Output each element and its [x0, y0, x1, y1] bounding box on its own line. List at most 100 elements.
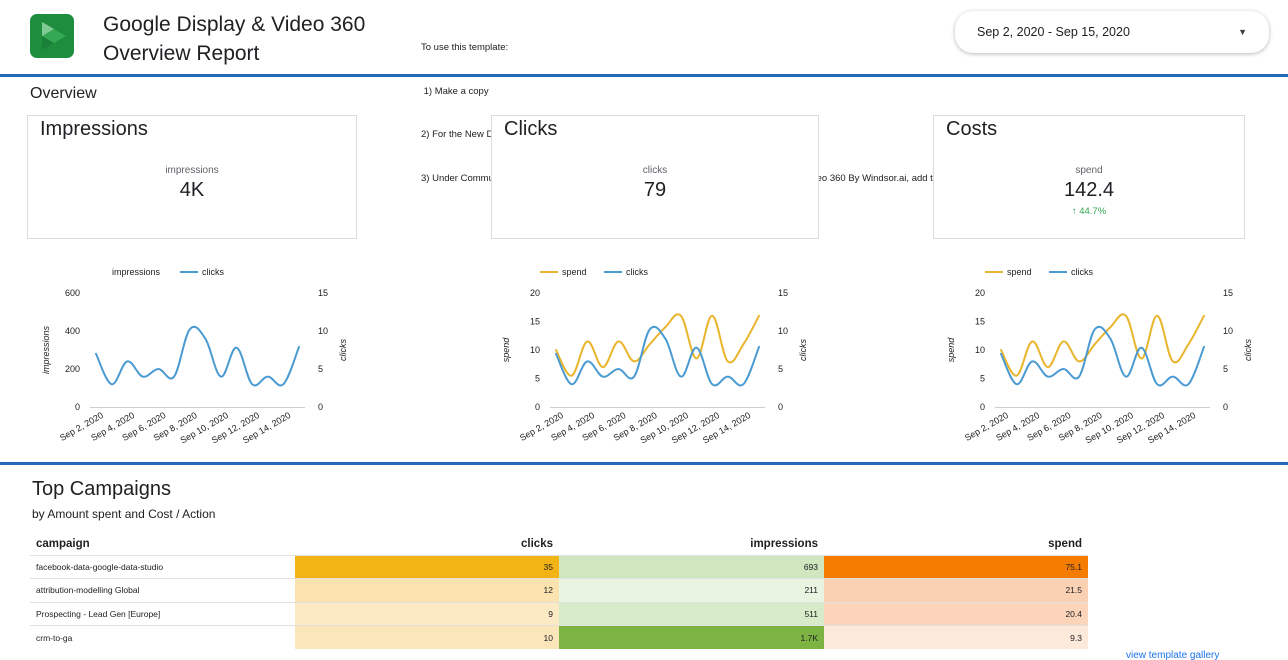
scorecard-metric-value: 142.4	[1063, 179, 1115, 201]
series-line-clicks	[1000, 325, 1205, 387]
left-axis-title: spend	[946, 337, 956, 363]
series-line-clicks	[555, 325, 760, 387]
left-axis-tick-label: 5	[535, 374, 540, 384]
table-row[interactable]: facebook-data-google-data-studio 35 693 75.…	[30, 554, 1088, 579]
table-row[interactable]: Prospecting - Lead Gen [Europe] 9 511 20.4	[30, 601, 1088, 626]
clicks-cell: 10	[295, 625, 559, 649]
campaigns-table: campaign clicks impressions spend facebo…	[30, 534, 1088, 649]
clicks-cell: 9	[295, 601, 559, 626]
left-axis-tick-label: 200	[65, 364, 80, 374]
report-title: Google Display & Video 360 Overview Repo…	[103, 10, 365, 68]
campaign-name-cell: attribution-modelling Global	[30, 578, 295, 602]
legend-label-spend: spend	[1007, 267, 1032, 277]
left-axis-tick-label: 20	[975, 288, 985, 298]
scorecard-title: Clicks	[504, 118, 558, 140]
scorecard-title: Costs	[946, 118, 998, 140]
instruction-line: 1) Make a copy	[421, 85, 489, 97]
caret-down-icon: ▼	[1238, 27, 1247, 37]
left-axis-tick-label: 15	[975, 317, 985, 327]
table-header-row: campaign clicks impressions spend	[30, 534, 1088, 555]
column-header-clicks[interactable]: clicks	[521, 538, 553, 551]
right-axis-tick-label: 10	[778, 326, 788, 336]
chart-spend-clicks-costs[interactable]: spend clicks 0 5 10 15 20 0 5 10 15 spend clicks Sep …	[935, 262, 1265, 457]
scorecard-metric-label: impressions	[165, 165, 219, 176]
scorecard-impressions[interactable]: Impressions impressions 4K	[27, 115, 357, 239]
left-axis-tick-label: 5	[980, 374, 985, 384]
section-divider	[0, 74, 1288, 77]
clicks-cell: 12	[295, 578, 559, 602]
legend-label-spend: spend	[562, 267, 587, 277]
left-axis-tick-label: 20	[530, 288, 540, 298]
column-header-campaign[interactable]: campaign	[36, 538, 90, 551]
right-axis-tick-label: 5	[778, 364, 783, 374]
section-divider	[0, 462, 1288, 465]
right-axis-tick-label: 15	[1223, 288, 1233, 298]
series-line-clicks	[95, 325, 300, 387]
campaign-name-cell: facebook-data-google-data-studio	[30, 554, 295, 579]
impressions-cell: 511	[559, 601, 824, 626]
left-axis-tick-label: 400	[65, 326, 80, 336]
scorecard-title: Impressions	[40, 118, 148, 140]
impressions-cell: 693	[559, 554, 824, 579]
date-range-picker[interactable]: Sep 2, 2020 - Sep 15, 2020 ▼	[955, 11, 1269, 53]
scorecard-costs[interactable]: Costs spend 142.4 ↑ 44.7%	[933, 115, 1245, 239]
date-range-value: Sep 2, 2020 - Sep 15, 2020	[977, 25, 1130, 39]
scorecard-metric-label: clicks	[642, 165, 668, 176]
column-header-impressions[interactable]: impressions	[750, 538, 818, 551]
clicks-cell: 35	[295, 554, 559, 579]
left-axis-title: spend	[501, 337, 511, 363]
campaign-name-cell: crm-to-ga	[30, 625, 295, 649]
right-axis-tick-label: 10	[318, 326, 328, 336]
scorecard-metric-label: spend	[1075, 165, 1103, 176]
impressions-cell: 211	[559, 578, 824, 602]
table-row[interactable]: attribution-modelling Global 12 211 21.5	[30, 578, 1088, 602]
impressions-cell: 1.7K	[559, 625, 824, 649]
scorecard-delta-badge: ↑ 44.7%	[1071, 206, 1107, 217]
right-axis-title: clicks	[338, 339, 348, 361]
right-axis-tick-label: 15	[318, 288, 328, 298]
spend-cell: 20.4	[824, 601, 1088, 626]
legend-label-clicks: clicks	[202, 267, 224, 277]
spend-cell: 21.5	[824, 578, 1088, 602]
left-axis-tick-label: 15	[530, 317, 540, 327]
scorecard-clicks[interactable]: Clicks clicks 79	[491, 115, 819, 239]
scorecard-metric-value: 4K	[179, 179, 205, 201]
legend-label-impressions: impressions	[112, 267, 161, 277]
right-axis-tick-label: 10	[1223, 326, 1233, 336]
left-axis-title: impressions	[41, 325, 51, 374]
campaign-name-cell: Prospecting - Lead Gen [Europe]	[30, 601, 295, 626]
overview-title: Overview	[30, 85, 97, 102]
series-line-spend	[555, 313, 760, 377]
right-axis-title: clicks	[1243, 339, 1253, 361]
spend-cell: 75.1	[824, 554, 1088, 579]
left-axis-tick-label: 10	[530, 345, 540, 355]
right-axis-tick-label: 0	[778, 402, 783, 412]
instruction-line: To use this template:	[421, 42, 509, 53]
legend-label-clicks: clicks	[1071, 267, 1093, 277]
right-axis-tick-label: 0	[1223, 402, 1228, 412]
table-row[interactable]: crm-to-ga 10 1.7K 9.3	[30, 625, 1088, 649]
chart-impressions-clicks[interactable]: impressions clicks 0 200 400 600 0 5 10 15 impress…	[30, 262, 360, 457]
spend-cell: 9.3	[824, 625, 1088, 649]
left-axis-tick-label: 0	[980, 402, 985, 412]
chart-spend-clicks[interactable]: spend clicks 0 5 10 15 20 0 5 10 15 spend clicks Sep …	[490, 262, 820, 457]
right-axis-tick-label: 0	[318, 402, 323, 412]
dv360-logo-icon	[30, 14, 74, 58]
left-axis-tick-label: 0	[535, 402, 540, 412]
report-title-line1: Google Display & Video 360	[103, 13, 366, 36]
right-axis-tick-label: 15	[778, 288, 788, 298]
top-campaigns-subtitle: by Amount spent and Cost / Action	[32, 507, 216, 521]
report-title-line2: Overview Report	[103, 42, 260, 65]
view-template-gallery-link[interactable]: view template gallery	[1126, 650, 1220, 660]
left-axis-tick-label: 10	[975, 345, 985, 355]
top-campaigns-title: Top Campaigns	[32, 478, 171, 500]
right-axis-tick-label: 5	[1223, 364, 1228, 374]
column-header-spend[interactable]: spend	[1048, 538, 1082, 551]
scorecard-metric-value: 79	[643, 179, 667, 201]
left-axis-tick-label: 600	[65, 288, 80, 298]
legend-label-clicks: clicks	[626, 267, 648, 277]
right-axis-tick-label: 5	[318, 364, 323, 374]
left-axis-tick-label: 0	[75, 402, 80, 412]
right-axis-title: clicks	[798, 339, 808, 361]
series-line-spend	[1000, 313, 1205, 377]
